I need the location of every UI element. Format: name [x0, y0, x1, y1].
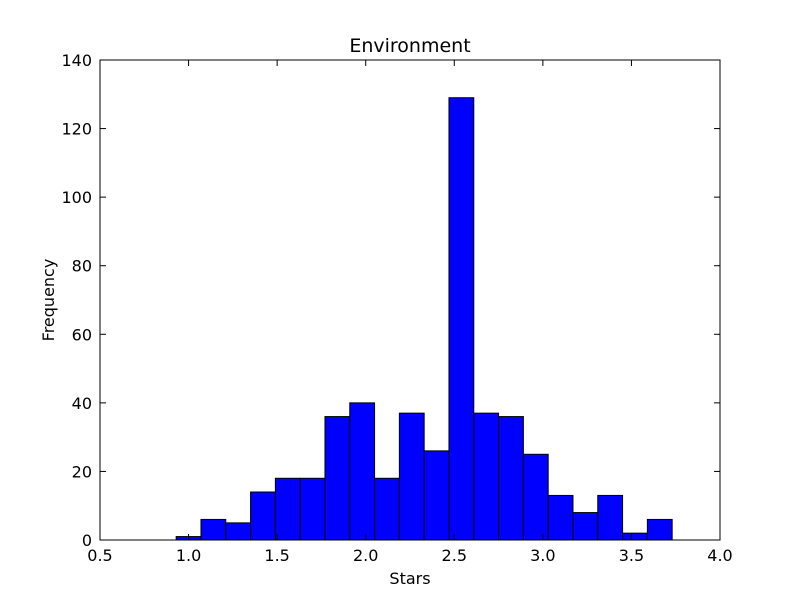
histogram-bar [473, 412, 500, 541]
histogram-bar [200, 518, 227, 541]
histogram-bar [498, 416, 524, 541]
y-tick-label: 120 [61, 120, 92, 139]
y-tick-label: 60 [72, 325, 92, 344]
y-tick-label: 100 [61, 188, 92, 207]
histogram-bar [646, 518, 673, 541]
x-tick-label: 2.5 [442, 546, 467, 565]
x-tick-label: 4.0 [707, 546, 732, 565]
histogram-bar [398, 412, 425, 541]
x-tick-label: 1.0 [176, 546, 201, 565]
y-tick-label: 20 [72, 462, 92, 481]
histogram-bar [274, 477, 301, 541]
histogram-bar [448, 97, 475, 541]
histogram-bar [597, 494, 624, 541]
x-axis-title: Stars [389, 569, 430, 588]
x-tick-label: 2.0 [353, 546, 378, 565]
histogram-bar [423, 450, 450, 541]
histogram-bar [349, 402, 376, 541]
histogram-bar [250, 491, 276, 541]
plot-frame [99, 59, 721, 541]
y-tick-label: 80 [72, 257, 92, 276]
histogram-bar [374, 477, 400, 541]
histogram-bar [547, 494, 574, 541]
tick-labels-layer: 0.5 1.0 1.5 2.0 2.5 3.0 3.5 4.0 0 20 40 60 80 100 120 1… [61, 51, 732, 565]
histogram-bar [299, 477, 326, 541]
histogram-bar [522, 453, 549, 541]
y-tick-label: 40 [72, 394, 92, 413]
x-tick-label: 3.0 [530, 546, 555, 565]
chart-title: Environment [349, 35, 470, 57]
histogram-bar [324, 416, 351, 541]
y-tick-label: 0 [82, 531, 92, 550]
histogram-bar [622, 532, 648, 541]
x-tick-label: 0.5 [87, 546, 112, 565]
x-tick-label: 3.5 [619, 546, 644, 565]
y-axis-title: Frequency [39, 259, 58, 342]
histogram-bar [572, 512, 599, 541]
bars-layer [175, 97, 673, 541]
ticks-layer [99, 59, 721, 541]
y-tick-label: 140 [61, 51, 92, 70]
x-tick-label: 1.5 [264, 546, 289, 565]
histogram-bar [225, 522, 252, 541]
